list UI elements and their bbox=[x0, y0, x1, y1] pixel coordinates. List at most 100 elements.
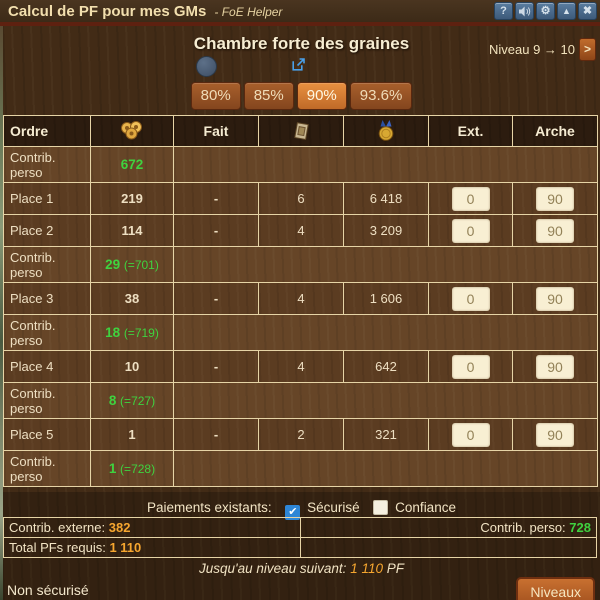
medal-icon bbox=[378, 120, 394, 141]
row-label: Place 1 bbox=[3, 182, 91, 215]
arche-input[interactable] bbox=[536, 286, 574, 311]
contrib-value: 29 (=701) bbox=[90, 246, 174, 283]
fait-cell[interactable]: - bbox=[173, 282, 259, 315]
security-status: Non sécurisé bbox=[7, 582, 89, 598]
medal-count: 642 bbox=[343, 350, 429, 383]
secure-checkbox[interactable]: ✔ bbox=[285, 505, 301, 520]
fp-value: 1 bbox=[90, 418, 174, 451]
levels-button[interactable]: Niveaux bbox=[516, 577, 595, 600]
blueprint-count: 4 bbox=[258, 350, 344, 383]
fait-cell[interactable]: - bbox=[173, 418, 259, 451]
contrib-row: Contrib. perso 18 (=719) bbox=[3, 314, 598, 351]
trust-label: Confiance bbox=[395, 500, 456, 515]
row-label: Contrib. perso bbox=[3, 314, 91, 351]
percent-tab-80%[interactable]: 80% bbox=[190, 82, 241, 110]
col-blueprint bbox=[258, 115, 344, 147]
col-medal bbox=[343, 115, 429, 147]
titlebar[interactable]: Calcul de PF pour mes GMs - FoE Helper ?… bbox=[0, 0, 600, 22]
place-row: Place 3 38-4 1 606 bbox=[3, 282, 598, 315]
minimize-button[interactable]: ▲ bbox=[557, 2, 576, 20]
level-label: Niveau 9 → 10 bbox=[489, 42, 575, 57]
row-label: Place 5 bbox=[3, 418, 91, 451]
ext-input[interactable] bbox=[451, 286, 490, 311]
ext-cell bbox=[428, 418, 513, 451]
fait-cell[interactable]: - bbox=[173, 214, 259, 247]
contrib-empty-cell bbox=[173, 450, 598, 487]
next-level-button[interactable]: > bbox=[579, 38, 596, 61]
window-title: Calcul de PF pour mes GMs bbox=[8, 2, 207, 20]
window-subtitle: - FoE Helper bbox=[214, 4, 283, 19]
contrib-perso-value: 728 bbox=[569, 520, 591, 535]
summary-table: Contrib. externe: 382 Contrib. perso: 72… bbox=[3, 517, 597, 558]
payments-row: Paiements existants: ✔ Sécurisé Confianc… bbox=[3, 500, 600, 520]
sound-button[interactable] bbox=[515, 2, 534, 20]
col-ordre: Ordre bbox=[3, 115, 91, 147]
percent-tab-90%[interactable]: 90% bbox=[296, 82, 347, 110]
secure-label: Sécurisé bbox=[307, 500, 360, 515]
contrib-row: Contrib. perso 672 bbox=[3, 146, 598, 183]
arche-cell bbox=[512, 282, 598, 315]
building-name: Chambre forte des graines bbox=[193, 34, 410, 53]
contrib-perso-cell: Contrib. perso: 728 bbox=[299, 517, 597, 538]
arche-input[interactable] bbox=[536, 186, 574, 211]
row-label: Place 2 bbox=[3, 214, 91, 247]
percent-tab-85%[interactable]: 85% bbox=[243, 82, 294, 110]
next-level-line: Jusqu'au niveau suivant: 1 110 PF bbox=[198, 561, 404, 576]
ext-cell bbox=[428, 214, 513, 247]
speaker-icon bbox=[519, 6, 531, 17]
contrib-value: 1 (=728) bbox=[90, 450, 174, 487]
ext-cell bbox=[428, 350, 513, 383]
contrib-empty-cell bbox=[173, 314, 598, 351]
blueprint-count: 4 bbox=[258, 214, 344, 247]
contrib-value: 18 (=719) bbox=[90, 314, 174, 351]
ext-input[interactable] bbox=[451, 186, 490, 211]
arche-cell bbox=[512, 214, 598, 247]
row-label: Contrib. perso bbox=[3, 450, 91, 487]
trust-checkbox[interactable] bbox=[373, 500, 389, 515]
contrib-empty-cell bbox=[173, 246, 598, 283]
fp-value: 10 bbox=[90, 350, 174, 383]
blueprint-count: 2 bbox=[258, 418, 344, 451]
arche-input[interactable] bbox=[536, 422, 574, 447]
ext-input[interactable] bbox=[451, 422, 490, 447]
row-label: Place 4 bbox=[3, 350, 91, 383]
settings-button[interactable]: ⚙ bbox=[536, 2, 555, 20]
place-row: Place 1 219-6 6 418 bbox=[3, 182, 598, 215]
arche-input[interactable] bbox=[536, 354, 574, 379]
total-pf-value: 1 110 bbox=[109, 540, 142, 555]
medal-count: 321 bbox=[343, 418, 429, 451]
fp-value: 219 bbox=[90, 182, 174, 215]
question-icon: ? bbox=[500, 5, 507, 17]
arche-input[interactable] bbox=[536, 218, 574, 243]
col-arche: Arche bbox=[512, 115, 598, 147]
col-ext: Ext. bbox=[428, 115, 513, 147]
medal-count: 6 418 bbox=[343, 182, 429, 215]
fait-cell[interactable]: - bbox=[173, 182, 259, 215]
place-row: Place 2 114-4 3 209 bbox=[3, 214, 598, 247]
ext-cell bbox=[428, 282, 513, 315]
collapse-icon: ▲ bbox=[562, 6, 571, 16]
payments-label: Paiements existants: bbox=[147, 500, 272, 515]
ext-input[interactable] bbox=[451, 354, 490, 379]
close-icon: ✖ bbox=[582, 5, 593, 17]
blueprint-count: 4 bbox=[258, 282, 344, 315]
contrib-row: Contrib. perso 1 (=728) bbox=[3, 450, 598, 487]
row-label: Contrib. perso bbox=[3, 382, 91, 419]
external-link-icon[interactable] bbox=[291, 57, 306, 72]
help-button[interactable]: ? bbox=[494, 2, 513, 20]
player-avatar bbox=[196, 56, 217, 77]
main-panel: Chambre forte des graines Niveau 9 → 10 … bbox=[3, 26, 600, 600]
row-label: Place 3 bbox=[3, 282, 91, 315]
contrib-value: 8 (=727) bbox=[90, 382, 174, 419]
arche-cell bbox=[512, 182, 598, 215]
titlebar-divider bbox=[0, 22, 600, 26]
empty-summary-cell bbox=[299, 537, 597, 558]
percent-tab-93.6%[interactable]: 93.6% bbox=[349, 82, 413, 110]
ext-input[interactable] bbox=[451, 218, 490, 243]
fp-value: 114 bbox=[90, 214, 174, 247]
pf-table: Ordre Fait Ext. Arche Contrib. perso 672 P… bbox=[3, 115, 598, 487]
close-button[interactable]: ✖ bbox=[578, 2, 597, 20]
fait-cell[interactable]: - bbox=[173, 350, 259, 383]
